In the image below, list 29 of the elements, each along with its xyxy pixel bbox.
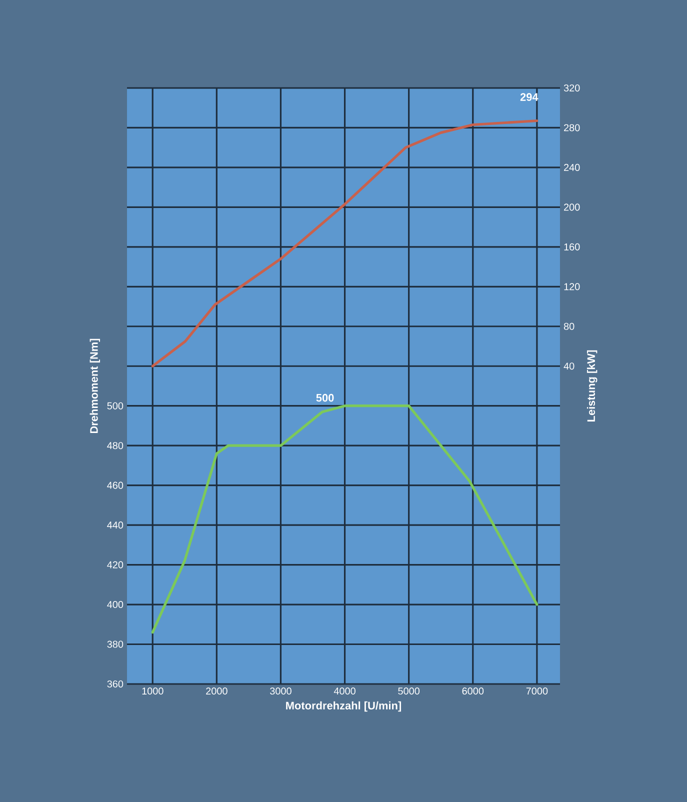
- y-tick-label: 400: [107, 601, 124, 608]
- x-axis-title: Motordrehzahl [U/min]: [286, 701, 402, 712]
- y2-tick-label: 320: [564, 84, 580, 92]
- x-tick-label: 2000: [206, 688, 228, 695]
- y-tick-label: 440: [107, 522, 124, 529]
- y-axis-title: Drehmoment [Nm]: [90, 338, 100, 434]
- y2-tick-label: 80: [564, 322, 574, 330]
- y-tick-label: 420: [107, 561, 124, 568]
- line-series: [151, 119, 538, 368]
- y-tick-label: 360: [107, 680, 124, 688]
- y2-tick-label: 280: [564, 124, 580, 132]
- y2-axis-title: Leistung [kW]: [586, 350, 598, 422]
- y-tick-label: 380: [107, 640, 124, 648]
- y2-tick-label: 240: [564, 164, 580, 171]
- annotation: 500: [316, 394, 334, 402]
- line-series: [151, 404, 538, 634]
- x-tick-label: 3000: [270, 688, 292, 695]
- y-tick-label: 500: [107, 402, 124, 410]
- x-tick-label: 7000: [526, 688, 548, 695]
- y2-tick-label: 120: [564, 283, 580, 290]
- x-tick-label: 1000: [142, 688, 164, 695]
- y-tick-label: 460: [107, 482, 124, 489]
- x-tick-label: 5000: [398, 688, 420, 695]
- y-tick-label: 480: [107, 442, 124, 450]
- y2-tick-label: 160: [564, 243, 580, 250]
- x-tick-label: 4000: [334, 688, 356, 695]
- y2-tick-label: 200: [564, 204, 580, 211]
- y2-tick-label: 40: [564, 362, 574, 370]
- x-tick-label: 6000: [462, 688, 484, 695]
